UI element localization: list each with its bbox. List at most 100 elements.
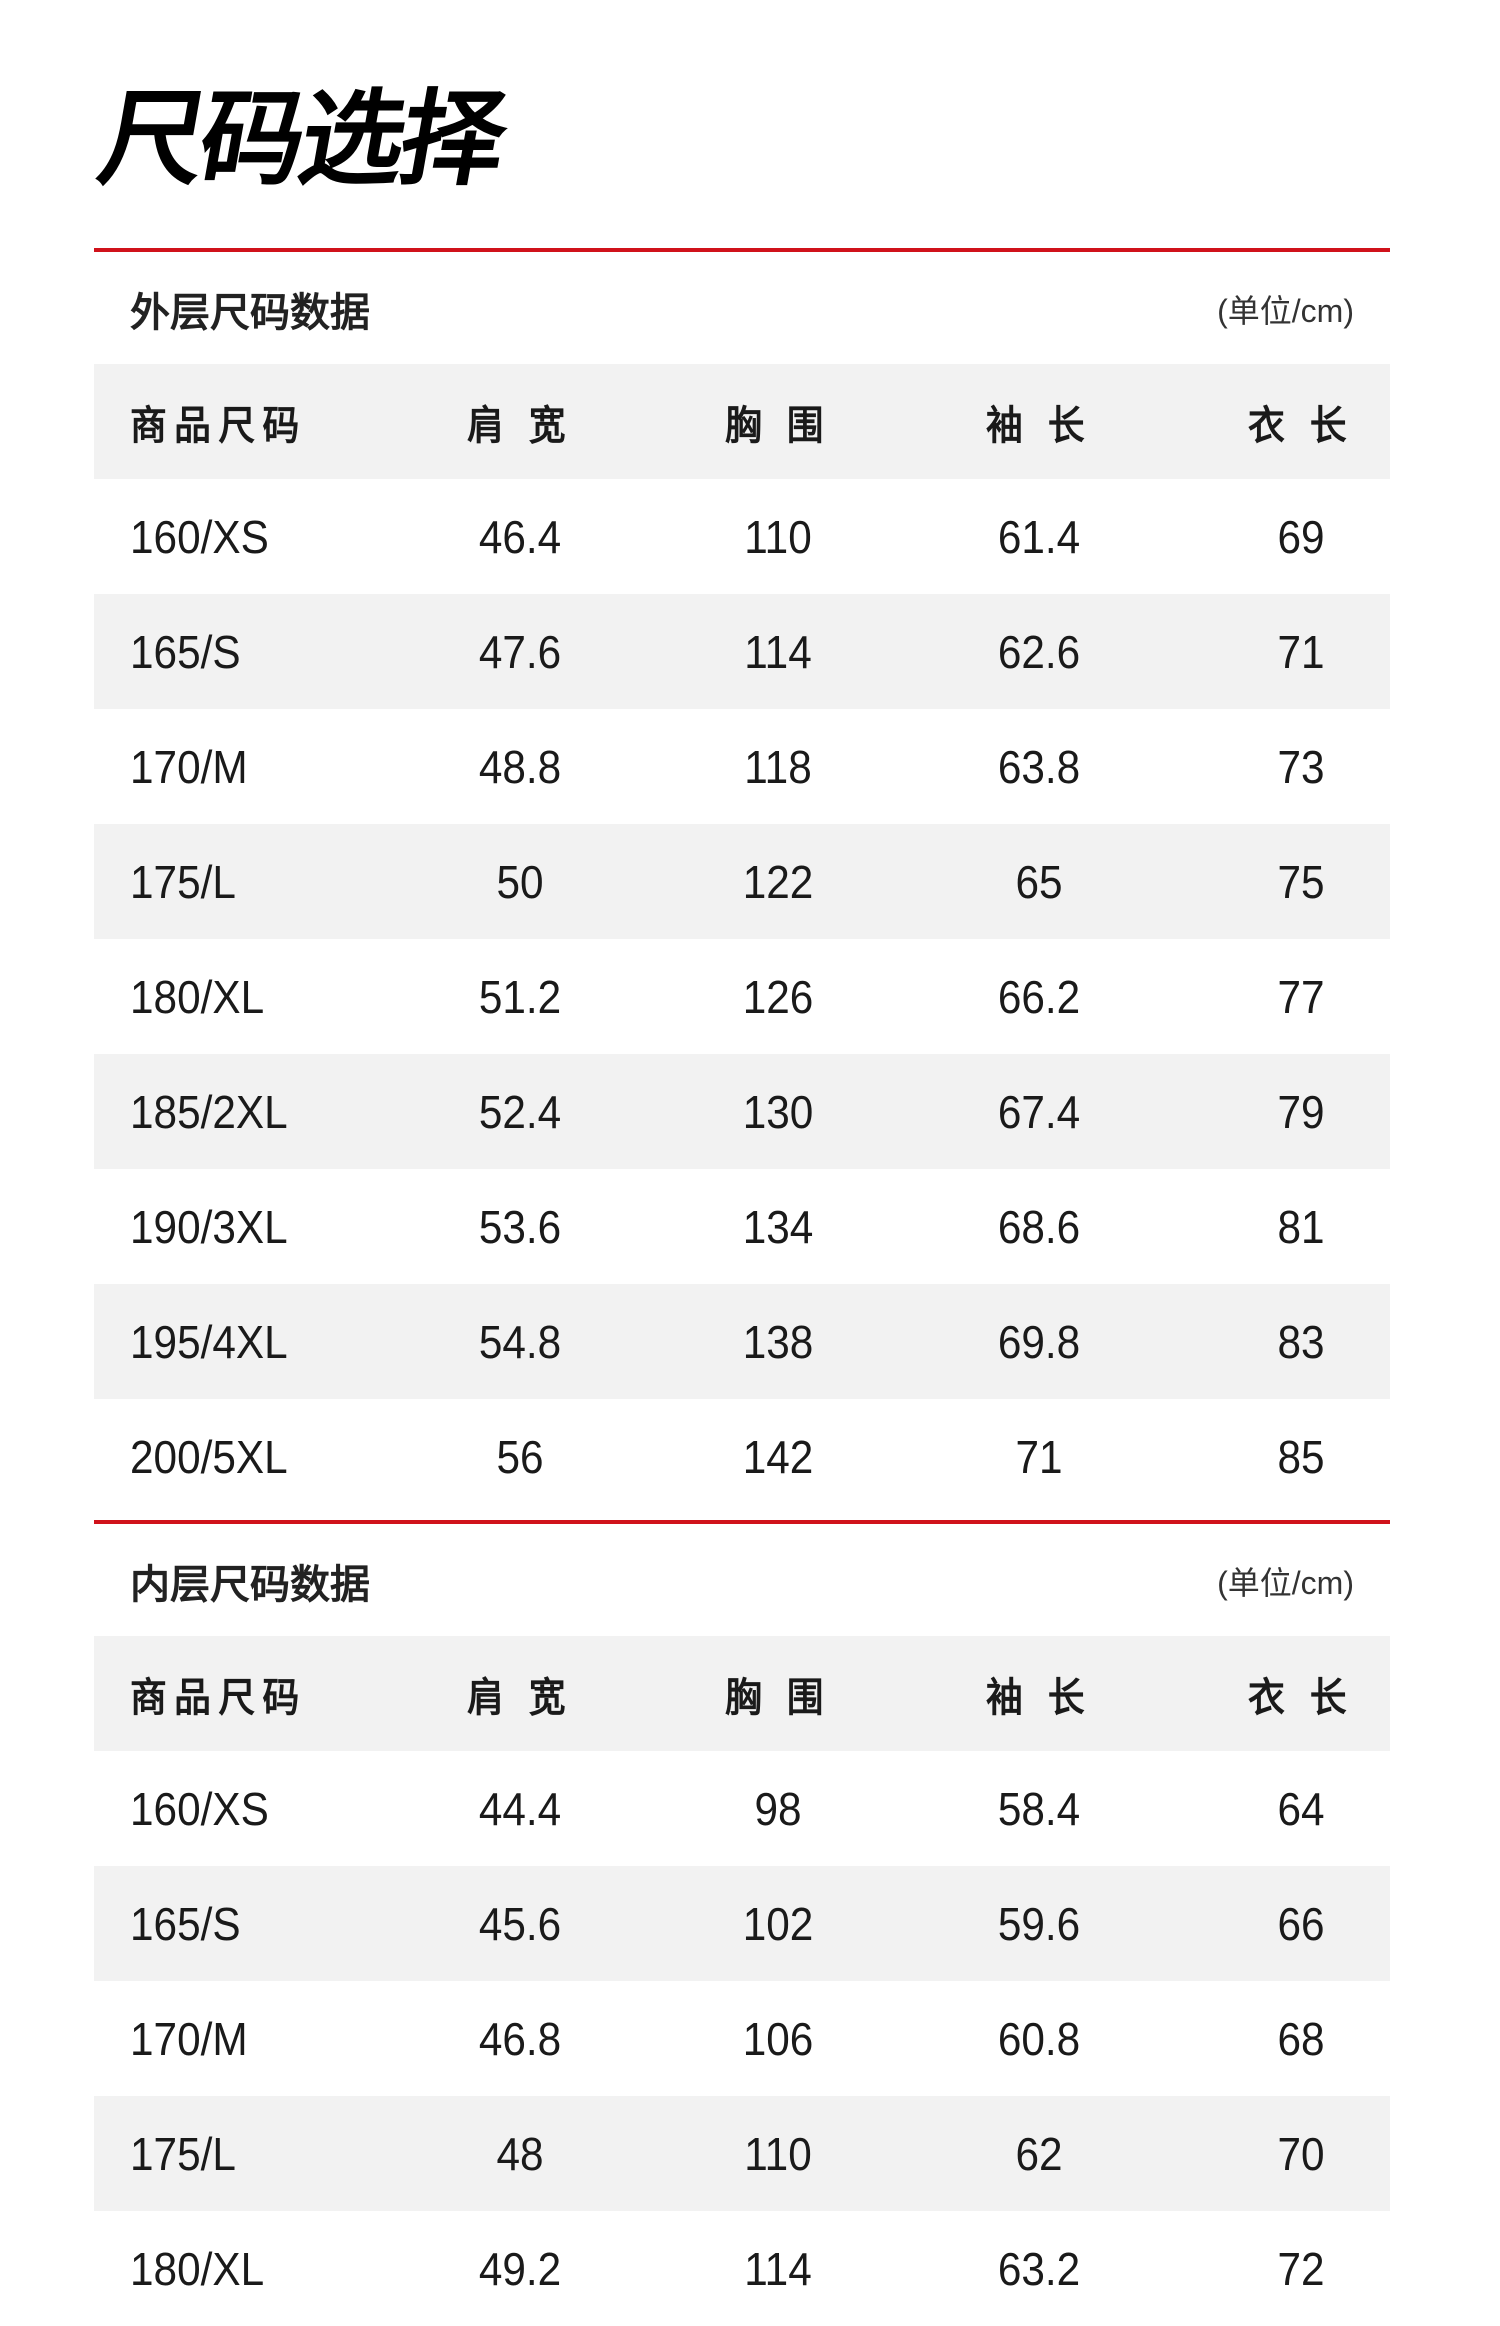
column-header: 袖 长: [986, 1675, 1092, 1720]
size-cell: 175/L: [130, 2127, 236, 2180]
inner-size-section: 内层尺码数据 (单位/cm) 商品尺码 肩 宽 胸 围 袖 长 衣 长 160/XS 44.4 9…: [94, 1520, 1390, 2326]
size-cell: 170/M: [130, 740, 248, 793]
table-row: 170/M 48.8 118 63.8 73: [94, 709, 1390, 824]
table-cell: 138: [742, 1315, 814, 1368]
table-cell: 63.2: [997, 2242, 1081, 2295]
table-row: 175/L 48 110 62 70: [94, 2096, 1390, 2211]
column-header: 衣 长: [1248, 403, 1354, 448]
table-cell: 59.6: [997, 1897, 1081, 1950]
size-cell: 190/3XL: [130, 1200, 288, 1253]
column-header: 袖 长: [986, 403, 1092, 448]
table-row: 170/M 46.8 106 60.8 68: [94, 1981, 1390, 2096]
table-cell: 58.4: [997, 1782, 1081, 1835]
table-cell: 52.4: [478, 1085, 562, 1138]
table-cell: 98: [754, 1782, 802, 1835]
table-cell: 122: [742, 855, 814, 908]
table-row: 195/4XL 54.8 138 69.8 83: [94, 1284, 1390, 1399]
table-cell: 68: [1277, 2012, 1325, 2065]
table-header-row: 商品尺码 肩 宽 胸 围 袖 长 衣 长: [94, 364, 1390, 479]
table-cell: 114: [744, 625, 812, 678]
column-header: 衣 长: [1248, 1675, 1354, 1720]
table-cell: 71: [1015, 1430, 1063, 1483]
column-header: 商品尺码: [130, 1675, 307, 1720]
table-row: 180/XL 49.2 114 63.2 72: [94, 2211, 1390, 2326]
table-row: 165/S 47.6 114 62.6 71: [94, 594, 1390, 709]
outer-size-section: 外层尺码数据 (单位/cm) 商品尺码肩 宽胸 围袖 长衣 长 160/XS 46.4 1…: [94, 248, 1390, 1514]
table-cell: 106: [742, 2012, 814, 2065]
table-row: 200/5XL 56 142 71 85: [94, 1399, 1390, 1514]
table-header-row: 商品尺码 肩 宽 胸 围 袖 长 衣 长: [94, 1636, 1390, 1751]
size-cell: 160/XS: [130, 1782, 269, 1835]
table-row: 190/3XL 53.6 134 68.6 81: [94, 1169, 1390, 1284]
table-cell: 77: [1277, 970, 1325, 1023]
table-cell: 83: [1277, 1315, 1325, 1368]
size-cell: 165/S: [130, 1897, 241, 1950]
unit-label: (单位/cm): [1217, 1565, 1354, 1601]
table-row: 165/S 45.6 102 59.6 66: [94, 1866, 1390, 1981]
table-cell: 62: [1015, 2127, 1063, 2180]
table-cell: 50: [496, 855, 544, 908]
table-cell: 63.8: [997, 740, 1081, 793]
table-cell: 85: [1277, 1430, 1325, 1483]
table-cell: 48: [496, 2127, 544, 2180]
table-row: 180/XL 51.2 126 66.2 77: [94, 939, 1390, 1054]
table-row: 185/2XL 52.4 130 67.4 79: [94, 1054, 1390, 1169]
page-title: 尺码选择: [90, 82, 512, 198]
table-cell: 67.4: [997, 1085, 1081, 1138]
table-cell: 45.6: [478, 1897, 562, 1950]
section-title: 外层尺码数据: [130, 291, 370, 335]
size-cell: 180/XL: [130, 970, 265, 1023]
table-cell: 46.4: [478, 510, 562, 563]
table-cell: 48.8: [478, 740, 562, 793]
size-cell: 185/2XL: [130, 1085, 288, 1138]
table-cell: 118: [744, 740, 812, 793]
column-header: 胸 围: [725, 403, 831, 448]
table-cell: 110: [744, 510, 812, 563]
table-cell: 130: [742, 1085, 814, 1138]
table-cell: 81: [1277, 1200, 1325, 1253]
table-cell: 65: [1015, 855, 1063, 908]
size-cell: 160/XS: [130, 510, 269, 563]
table-cell: 60.8: [997, 2012, 1081, 2065]
table-cell: 142: [742, 1430, 814, 1483]
table-row: 160/XS 46.4 110 61.4 69: [94, 479, 1390, 594]
table-cell: 126: [742, 970, 814, 1023]
table-cell: 62.6: [997, 625, 1081, 678]
table-cell: 75: [1277, 855, 1325, 908]
table-cell: 53.6: [478, 1200, 562, 1253]
table-cell: 79: [1277, 1085, 1325, 1138]
table-row: 160/XS 44.4 98 58.4 64: [94, 1751, 1390, 1866]
table-cell: 69.8: [997, 1315, 1081, 1368]
table-cell: 68.6: [997, 1200, 1081, 1253]
table-cell: 134: [742, 1200, 814, 1253]
table-cell: 54.8: [478, 1315, 562, 1368]
column-header: 胸 围: [725, 1675, 831, 1720]
red-divider: [94, 1520, 1390, 1524]
red-divider: [94, 248, 1390, 252]
table-cell: 46.8: [478, 2012, 562, 2065]
column-header: 肩 宽: [467, 403, 573, 448]
section-header: 外层尺码数据 (单位/cm): [94, 252, 1390, 364]
unit-label: (单位/cm): [1217, 293, 1354, 329]
table-cell: 44.4: [478, 1782, 562, 1835]
table-cell: 110: [744, 2127, 812, 2180]
table-cell: 51.2: [478, 970, 562, 1023]
section-header: 内层尺码数据 (单位/cm): [94, 1524, 1390, 1636]
table-cell: 47.6: [478, 625, 562, 678]
table-cell: 114: [744, 2242, 812, 2295]
table-cell: 66: [1277, 1897, 1325, 1950]
table-cell: 61.4: [997, 510, 1081, 563]
table-cell: 72: [1277, 2242, 1325, 2295]
table-cell: 49.2: [478, 2242, 562, 2295]
table-cell: 71: [1277, 625, 1325, 678]
table-cell: 73: [1277, 740, 1325, 793]
table-cell: 69: [1277, 510, 1325, 563]
table-cell: 64: [1277, 1782, 1325, 1835]
size-cell: 195/4XL: [130, 1315, 288, 1368]
table-cell: 70: [1277, 2127, 1325, 2180]
table-cell: 102: [742, 1897, 814, 1950]
table-row: 175/L 50 122 65 75: [94, 824, 1390, 939]
size-cell: 175/L: [130, 855, 236, 908]
table-cell: 56: [496, 1430, 544, 1483]
section-title: 内层尺码数据: [130, 1563, 370, 1607]
